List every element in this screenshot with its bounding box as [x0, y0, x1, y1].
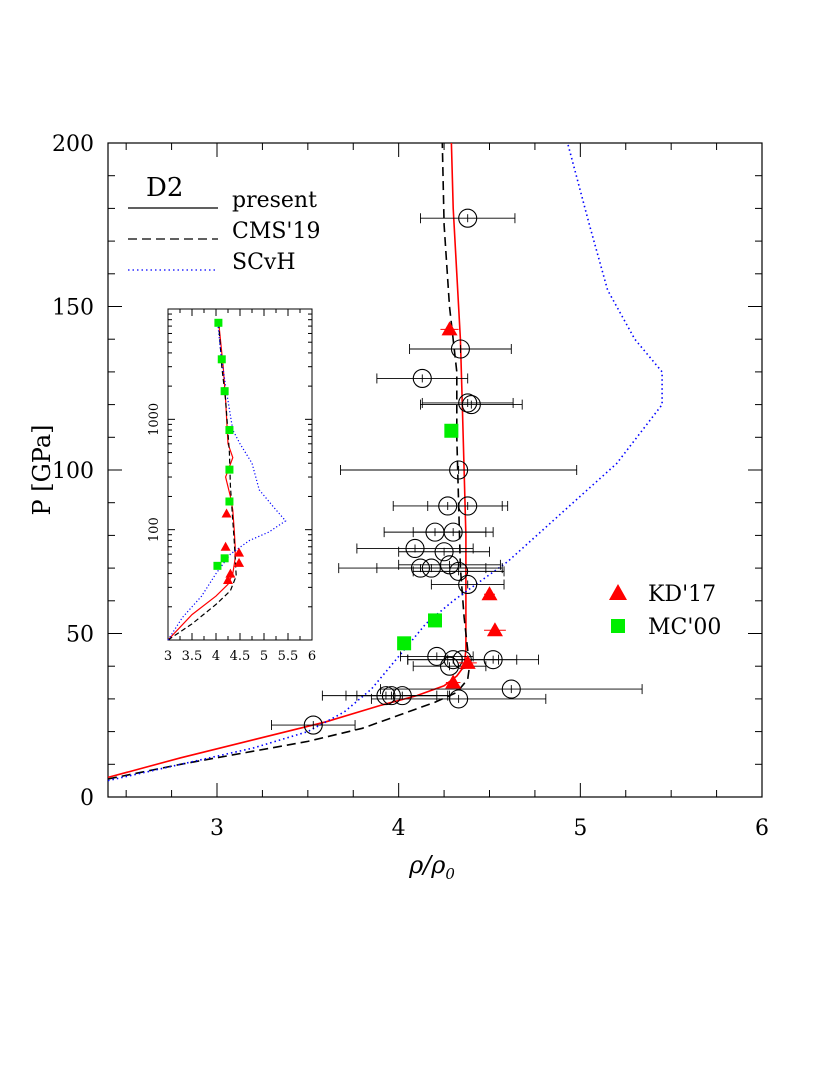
mc00-point: [428, 613, 442, 628]
legend-marker-label: KD'17: [648, 582, 716, 607]
inset-x-tick-label: 4: [212, 649, 220, 664]
tick-labels: 3 4 5 6 0 50 100 150 200: [52, 132, 769, 841]
inset-kd17-point: [234, 557, 245, 567]
exp-point: [443, 522, 463, 542]
inset-kd17-point: [234, 547, 245, 557]
exp-point: [458, 393, 478, 413]
main-plot: 3 4 5 6 0 50 100 150 200: [52, 132, 769, 841]
y-tick-label: 150: [52, 296, 94, 321]
exp-point: [450, 339, 470, 359]
model-curves: [107, 142, 663, 782]
experimental-points: [271, 208, 643, 735]
legend-marker-label: MC'00: [648, 615, 721, 640]
kd17-point: [459, 654, 476, 669]
inset-markers: [213, 318, 245, 584]
inset-x-tick-label: 5.5: [278, 649, 299, 664]
tick-marks: [108, 142, 763, 798]
inset-series-line-scvh: [167, 319, 287, 641]
inset-kd17-point: [220, 541, 231, 551]
exp-point: [461, 395, 481, 415]
mc00-point: [444, 423, 459, 438]
y-tick-label: 100: [52, 459, 94, 484]
inset-mc00-point: [217, 355, 226, 364]
legend-marker-kd17: [609, 584, 627, 600]
inset-mc00-point: [225, 497, 234, 506]
exp-point: [412, 368, 432, 388]
exp-point: [449, 689, 469, 709]
exp-point: [483, 650, 503, 670]
x-axis-label-main: ρ/ρ: [408, 851, 445, 879]
exp-point: [458, 574, 478, 595]
y-tick-label: 50: [66, 623, 94, 648]
panel-label: D2: [146, 173, 183, 203]
series-line-cms19: [107, 142, 471, 780]
y-tick-label: 200: [52, 132, 94, 157]
kd17-point: [486, 622, 503, 637]
exp-point: [392, 686, 412, 706]
inset-y-tick-label: 100: [147, 517, 162, 542]
mc00-point: [397, 636, 412, 651]
inset-plot: 3 3.5 4 4.5 5 5.5 6 100 1000: [147, 308, 316, 664]
legend-marker-mc00: [611, 619, 625, 633]
y-axis-label: P [GPa]: [28, 424, 56, 515]
mc00-points: [397, 423, 459, 651]
legend-lines: present CMS'19 SCvH: [128, 188, 320, 275]
inset-x-tick-label: 3.5: [182, 649, 203, 664]
inset-x-tick-label: 6: [308, 649, 316, 664]
legend-line-label: present: [232, 188, 317, 213]
inset-mc00-point: [220, 387, 229, 396]
inset-mc00-point: [225, 465, 234, 474]
kd17-point: [445, 674, 462, 689]
kd17-point: [481, 586, 498, 601]
y-tick-label: 0: [80, 786, 94, 811]
exp-point: [501, 679, 521, 699]
inset-model-curves: [167, 319, 287, 641]
legend-line-label: CMS'19: [232, 219, 320, 244]
x-axis-label: ρ/ρ0: [408, 851, 455, 883]
exp-point: [449, 460, 469, 480]
exp-point: [439, 656, 460, 676]
inset-mc00-point: [214, 318, 223, 327]
inset-mc00-point: [220, 554, 229, 563]
inset-tick-marks: [167, 309, 313, 641]
x-axis-label-subscript: 0: [445, 865, 455, 883]
legend-line-label: SCvH: [232, 250, 296, 275]
x-tick-label: 3: [210, 816, 224, 841]
legend-markers: KD'17 MC'00: [609, 582, 721, 640]
inset-tick-labels: 3 3.5 4 4.5 5 5.5 6 100 1000: [147, 403, 316, 664]
kd17-point: [441, 321, 458, 336]
exp-point: [449, 561, 469, 581]
series-line-scvh: [107, 142, 663, 782]
exp-point: [303, 715, 323, 735]
kd17-points: [440, 321, 506, 689]
inset-series-line-cms19: [167, 319, 237, 641]
exp-point: [405, 538, 425, 559]
exp-point: [458, 496, 478, 516]
inset-frame: [167, 308, 313, 641]
inset-kd17-point: [221, 508, 232, 518]
x-tick-label: 6: [755, 816, 769, 841]
exp-point: [421, 558, 441, 578]
exp-point: [458, 208, 478, 228]
exp-point: [434, 542, 454, 562]
inset-x-tick-label: 3: [164, 649, 172, 664]
x-tick-label: 5: [573, 816, 587, 841]
inset-y-tick-label: 1000: [147, 403, 162, 436]
exp-point: [427, 646, 447, 666]
inset-mc00-point: [213, 561, 222, 570]
inset-x-tick-label: 4.5: [230, 649, 251, 664]
inset-x-tick-label: 5: [260, 649, 268, 664]
inset-kd17-point: [223, 574, 233, 584]
x-tick-label: 4: [392, 816, 406, 841]
inset-mc00-point: [225, 426, 234, 435]
